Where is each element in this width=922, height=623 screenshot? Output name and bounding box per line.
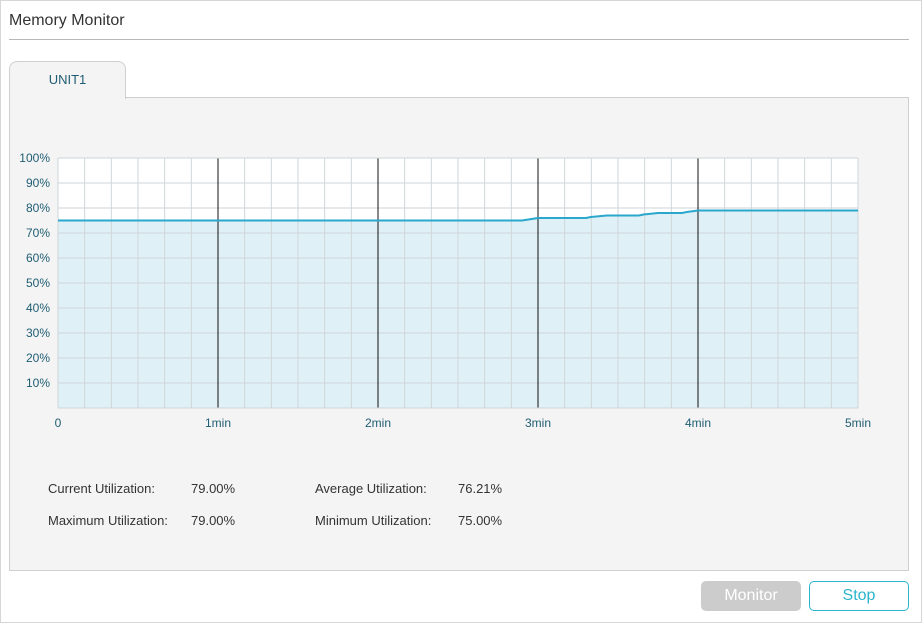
x-tick-label: 4min [685, 416, 711, 430]
tab-unit1[interactable]: UNIT1 [9, 61, 126, 99]
y-tick-label: 30% [26, 326, 50, 340]
average-utilization-value: 76.21% [458, 481, 503, 496]
current-utilization-label: Current Utilization: [48, 481, 155, 496]
y-tick-label: 70% [26, 226, 50, 240]
memory-utilization-chart: 10% 20% 30% 40% 50% 60% 70% 80% 90% 100% 0 1min 2min… [19, 151, 871, 430]
y-tick-label: 50% [26, 276, 50, 290]
minimum-utilization-label: Minimum Utilization: [315, 513, 432, 528]
title-divider [9, 39, 909, 40]
x-tick-label: 0 [55, 416, 62, 430]
y-tick-label: 60% [26, 251, 50, 265]
y-tick-label: 40% [26, 301, 50, 315]
current-utilization-value: 79.00% [191, 481, 236, 496]
y-tick-label: 20% [26, 351, 50, 365]
average-utilization-label: Average Utilization: [315, 481, 427, 496]
y-tick-label: 90% [26, 176, 50, 190]
maximum-utilization-value: 79.00% [191, 513, 236, 528]
y-tick-label: 80% [26, 201, 50, 215]
minimum-utilization-value: 75.00% [458, 513, 503, 528]
x-tick-label: 1min [205, 416, 231, 430]
y-tick-label: 100% [19, 151, 50, 165]
x-tick-label: 2min [365, 416, 391, 430]
stop-button[interactable]: Stop [809, 581, 909, 611]
x-tick-label: 3min [525, 416, 551, 430]
utilization-line [58, 209, 858, 222]
y-tick-label: 10% [26, 376, 50, 390]
maximum-utilization-label: Maximum Utilization: [48, 513, 168, 528]
plot-border [57, 157, 859, 409]
x-tick-label: 5min [845, 416, 871, 430]
page-title: Memory Monitor [9, 12, 125, 29]
monitor-button[interactable]: Monitor [701, 581, 801, 611]
